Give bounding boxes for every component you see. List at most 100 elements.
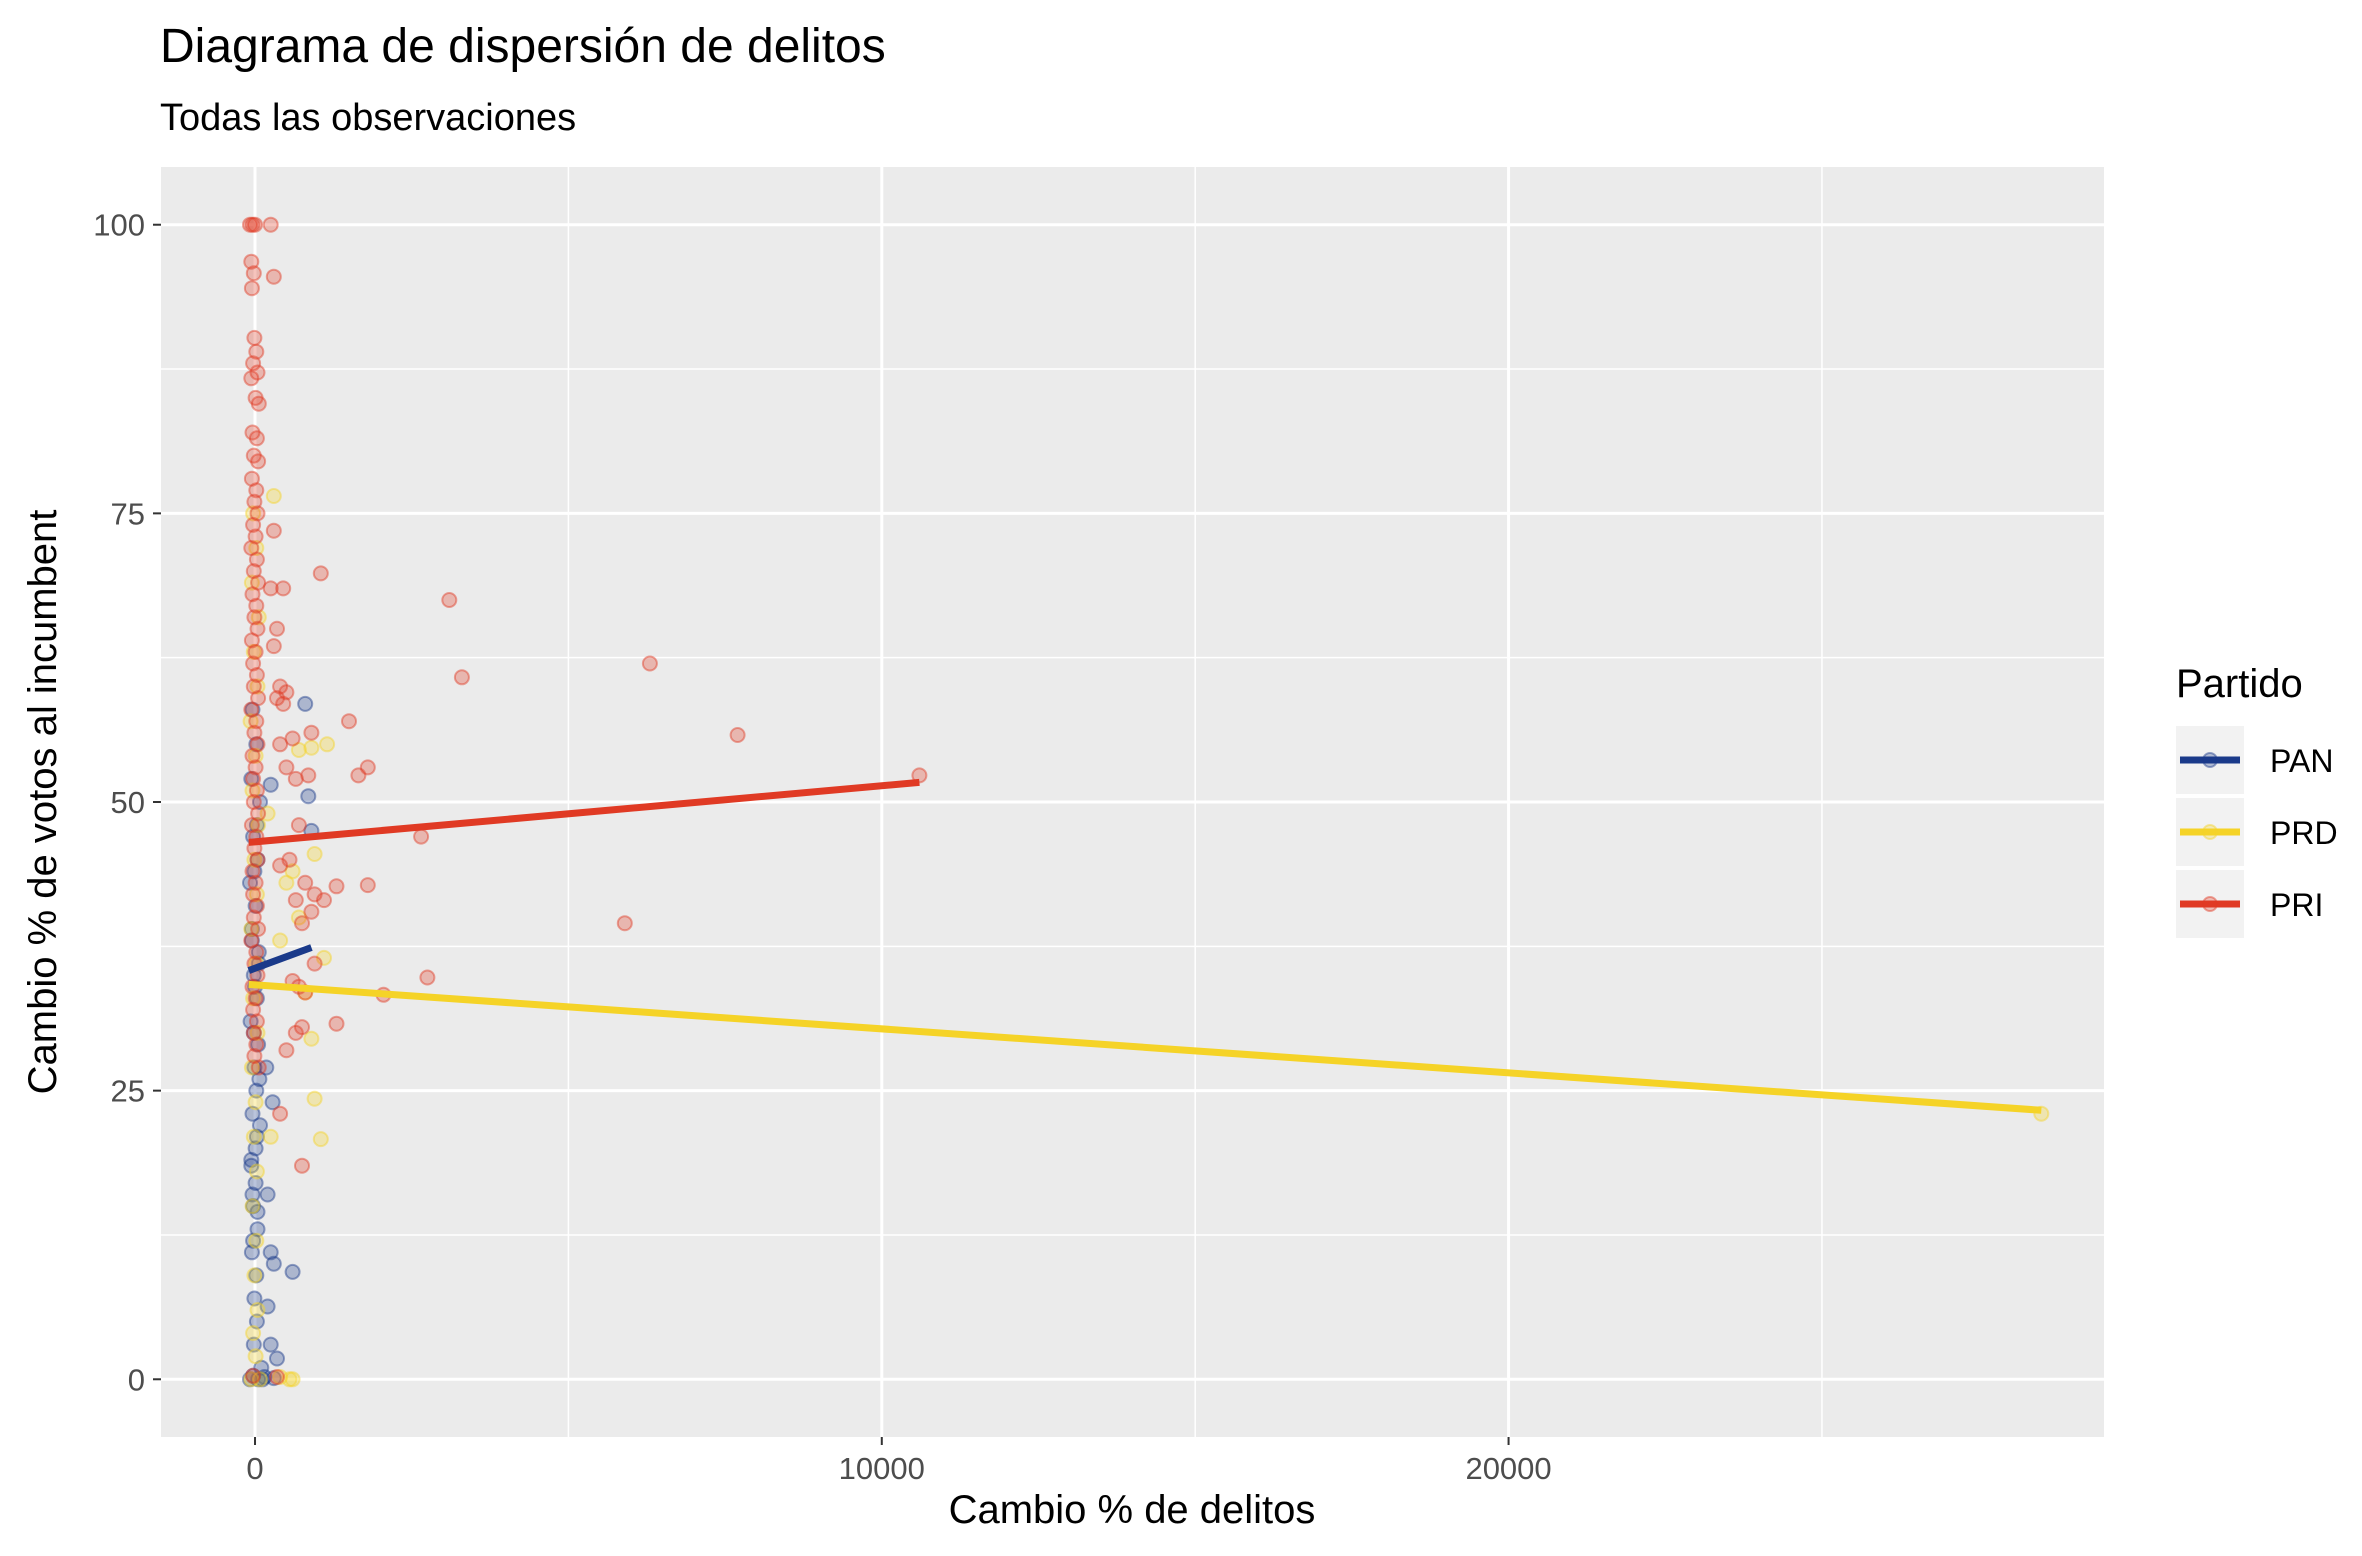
data-point [249,620,266,637]
data-point [244,1186,261,1203]
data-point [303,724,320,741]
x-axis-ticks: 0 10000 20000 [246,1437,1552,1486]
data-point [248,1128,265,1145]
data-point [250,609,267,626]
data-point [250,574,267,591]
data-point [243,370,260,387]
data-point [248,1036,265,1053]
data-point [246,609,263,626]
grid-major [161,167,2104,1437]
data-point [243,921,260,937]
data-point [249,1024,266,1041]
y-axis-ticks: 0 25 50 75 100 [93,208,161,1397]
data-point [252,794,268,810]
data-point [246,851,263,868]
data-point [272,1105,289,1122]
data-point [306,846,323,862]
data-point [245,886,262,903]
data-point [259,805,276,822]
y-axis-title: Cambio % de votos al incumbent [21,510,65,1095]
data-point [245,563,262,580]
data-point [245,643,262,660]
data-point [243,1157,260,1174]
legend-label: PRI [2270,887,2323,923]
data-point [247,897,264,914]
data-point [265,522,282,539]
data-point [244,586,261,603]
data-point [250,921,267,937]
data-point [249,1203,266,1220]
data-point [248,540,265,556]
data-point [413,828,430,845]
data-point [243,1151,260,1168]
data-point [312,565,329,582]
data-point [243,770,260,787]
series-pan-points [242,695,320,1388]
data-point [616,915,633,932]
data-point [248,817,265,834]
data-point [250,817,267,834]
fit-line-pan [247,944,313,974]
data-point [247,874,264,891]
data-point [350,767,367,784]
data-point [242,713,259,730]
data-point [249,736,266,753]
fit-line-pri [248,778,920,846]
data-point [250,453,267,470]
data-point [272,1369,289,1385]
data-point [244,782,261,799]
data-point [248,886,265,903]
data-point [244,863,261,880]
x-axis-title: Cambio % de delitos [949,1488,1316,1532]
data-point [359,759,376,776]
legend: Partido PAN PRD PRI [2176,662,2338,938]
data-point [284,730,301,747]
data-point [243,1371,260,1388]
data-point [247,747,264,764]
data-point [264,1094,281,1111]
data-point [303,739,320,756]
data-point [290,909,307,926]
data-point [297,695,314,712]
data-point [247,389,264,406]
data-point [641,655,658,672]
data-point [316,892,332,909]
data-point [245,1325,262,1342]
y-tick-label: 50 [111,785,145,820]
data-point [265,1255,282,1272]
data-point [729,727,746,743]
data-point [281,851,298,868]
data-point [245,447,262,464]
data-point [265,638,282,655]
data-point [252,1371,268,1388]
data-point [249,1221,266,1238]
data-point [248,1013,265,1030]
data-point [316,949,332,966]
data-point [250,1371,267,1388]
data-point [269,1369,285,1385]
data-point [269,1350,285,1367]
data-point [272,932,289,949]
data-point [248,1163,265,1180]
data-point [300,788,317,805]
data-point [245,1336,262,1353]
x-tick-label: 20000 [1465,1451,1551,1486]
y-tick-label: 0 [128,1362,145,1397]
data-point [247,1140,264,1157]
data-point [243,921,260,937]
data-point [278,874,295,891]
data-point [294,915,310,932]
data-point [269,620,285,637]
data-point [284,1263,301,1280]
data-point [284,863,301,880]
data-point [245,265,262,282]
data-point [242,216,258,233]
data-point [247,759,264,776]
data-point [244,747,261,764]
data-point [272,678,289,695]
data-point [245,794,262,810]
data-point [248,1082,265,1099]
data-point [248,782,265,799]
data-point [248,990,265,1007]
data-point [300,767,317,784]
